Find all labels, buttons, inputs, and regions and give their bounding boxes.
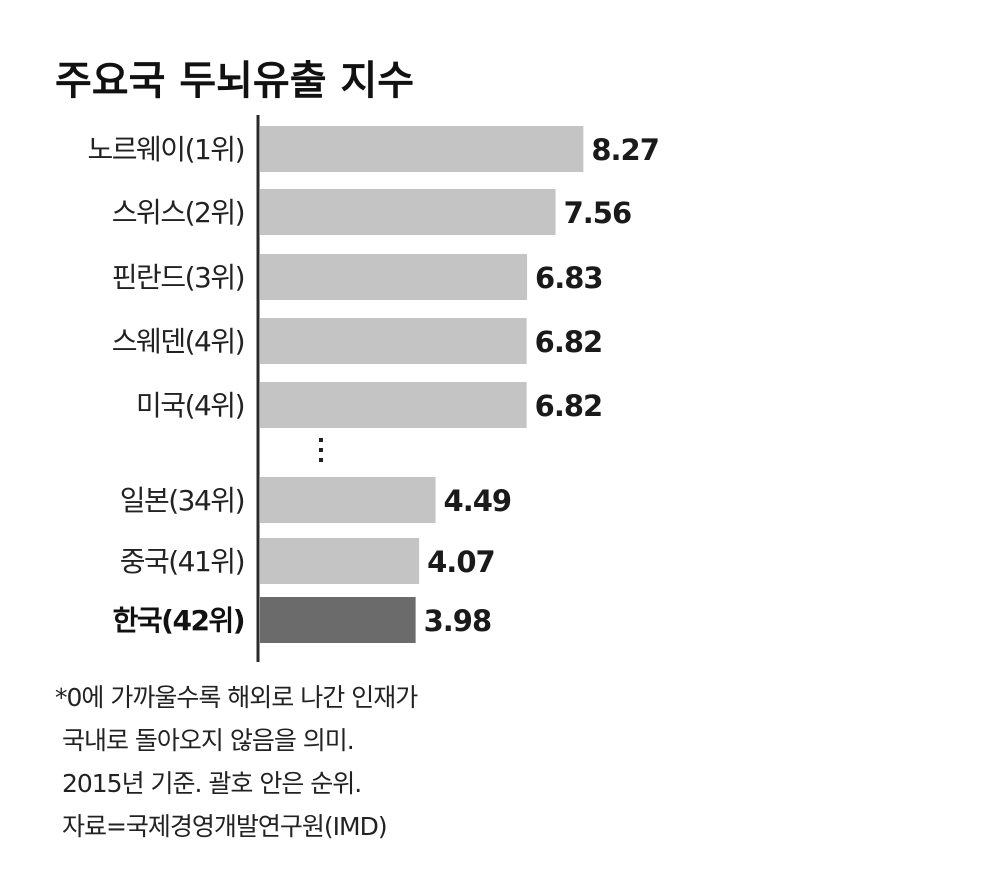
value-label: 6.83 xyxy=(535,261,603,295)
category-label: 일본(34위) xyxy=(120,484,244,517)
bar xyxy=(260,254,528,300)
category-label: 노르웨이(1위) xyxy=(88,133,244,166)
bar xyxy=(260,477,436,523)
bar xyxy=(260,318,527,364)
category-label: 스위스(2위) xyxy=(112,196,244,229)
value-label: 8.27 xyxy=(591,133,659,167)
footnote-line: 자료=국제경영개발연구원(IMD) xyxy=(55,812,387,841)
bar xyxy=(260,538,420,584)
value-label: 6.82 xyxy=(535,325,603,359)
bar xyxy=(260,382,527,428)
chart-title: 주요국 두뇌유출 지수 xyxy=(55,58,414,104)
category-label: 스웨덴(4위) xyxy=(112,325,244,358)
bar xyxy=(260,126,584,172)
category-label: 중국(41위) xyxy=(120,545,244,578)
value-label: 4.49 xyxy=(444,484,512,518)
ellipsis-dot xyxy=(319,448,323,452)
value-label: 4.07 xyxy=(427,545,495,579)
value-label: 6.82 xyxy=(535,389,603,423)
bar xyxy=(260,189,556,235)
bar xyxy=(260,597,416,643)
value-label: 7.56 xyxy=(564,196,632,230)
ellipsis-marker xyxy=(319,438,323,462)
bars-group: 노르웨이(1위) 8.27 스위스(2위) 7.56 핀란드(3위) 6.83 스웨덴(4위… xyxy=(88,126,660,643)
footnote-line: *0에 가까울수록 해외로 나간 인재가 xyxy=(55,683,418,712)
category-label: 한국(42위) xyxy=(113,604,244,637)
footnotes: *0에 가까울수록 해외로 나간 인재가 국내로 돌아오지 않음을 의미. 20… xyxy=(55,683,419,841)
category-label: 미국(4위) xyxy=(136,389,244,422)
value-label: 3.98 xyxy=(424,604,492,638)
footnote-line: 2015년 기준. 괄호 안은 순위. xyxy=(55,769,361,798)
ellipsis-dot xyxy=(319,438,323,442)
footnote-line: 국내로 돌아오지 않음을 의미. xyxy=(55,726,354,755)
ellipsis-dot xyxy=(319,458,323,462)
category-label: 핀란드(3위) xyxy=(112,261,244,294)
